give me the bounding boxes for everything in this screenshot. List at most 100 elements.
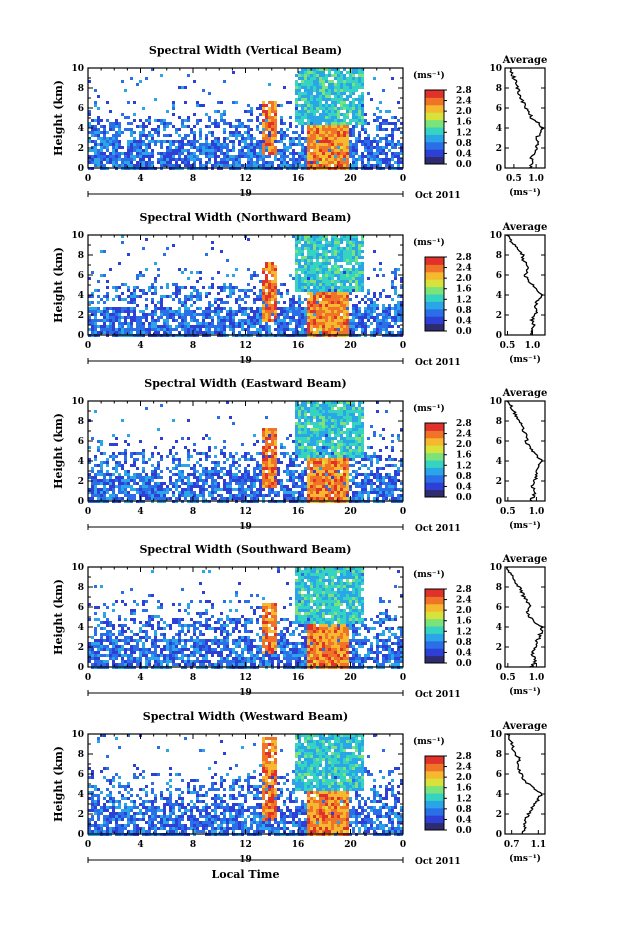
heatmap-cell <box>94 328 97 331</box>
heatmap-cell <box>349 286 352 289</box>
heatmap-cell <box>217 476 220 479</box>
heatmap-cell <box>211 286 214 289</box>
heatmap-cell <box>343 113 346 116</box>
heatmap-cell <box>238 464 241 467</box>
heatmap-cell <box>214 464 217 467</box>
heatmap-cell <box>307 143 310 146</box>
heatmap-cell <box>346 125 349 128</box>
heatmap-cell <box>208 316 211 319</box>
heatmap-cell <box>142 164 145 167</box>
heatmap-cell <box>304 247 307 250</box>
heatmap-cell <box>226 485 229 488</box>
heatmap-cell <box>280 446 283 449</box>
heatmap-cell <box>334 164 337 167</box>
heatmap-cell <box>382 137 385 140</box>
heatmap-cell <box>118 122 121 125</box>
heatmap-cell <box>343 289 346 292</box>
heatmap-cell <box>241 155 244 158</box>
heatmap-cell <box>322 325 325 328</box>
heatmap-cell <box>136 146 139 149</box>
heatmap-cell <box>349 119 352 122</box>
heatmap-cell <box>337 119 340 122</box>
heatmap-cell <box>232 101 235 104</box>
colorbar-swatch <box>425 294 444 302</box>
heatmap-cell <box>280 140 283 143</box>
heatmap-cell <box>127 476 130 479</box>
heatmap-cell <box>199 152 202 155</box>
heatmap-cell <box>133 482 136 485</box>
heatmap-cell <box>217 319 220 322</box>
heatmap-cell <box>334 86 337 89</box>
heatmap-cell <box>181 125 184 128</box>
heatmap-cell <box>103 331 106 334</box>
heatmap-cell <box>364 295 367 298</box>
heatmap-cell <box>352 158 355 161</box>
heatmap-cell <box>298 452 301 455</box>
heatmap-cell <box>103 473 106 476</box>
heatmap-cell <box>322 416 325 419</box>
heatmap-cell <box>280 452 283 455</box>
heatmap-cell <box>292 485 295 488</box>
heatmap-cell <box>187 473 190 476</box>
heatmap-cell <box>313 491 316 494</box>
heatmap-cell <box>184 319 187 322</box>
heatmap-cell <box>358 95 361 98</box>
heatmap-cell <box>295 247 298 250</box>
heatmap-cell <box>340 77 343 80</box>
heatmap-cell <box>325 307 328 310</box>
heatmap-cell <box>289 455 292 458</box>
heatmap-cell <box>235 452 238 455</box>
heatmap-cell <box>91 322 94 325</box>
heatmap-cell <box>298 253 301 256</box>
heatmap-cell <box>262 485 265 488</box>
heatmap-cell <box>310 274 313 277</box>
heatmap-cell <box>148 134 151 137</box>
heatmap-cell <box>352 125 355 128</box>
heatmap-cell <box>268 476 271 479</box>
heatmap-cell <box>133 497 136 500</box>
heatmap-cell <box>118 325 121 328</box>
heatmap-cell <box>277 158 280 161</box>
heatmap-cell <box>325 247 328 250</box>
heatmap-cell <box>316 298 319 301</box>
heatmap-cell <box>247 137 250 140</box>
heatmap-cell <box>133 473 136 476</box>
heatmap-cell <box>172 155 175 158</box>
heatmap-cell <box>103 125 106 128</box>
heatmap-cell <box>349 259 352 262</box>
heatmap-cell <box>355 158 358 161</box>
heatmap-cell <box>322 461 325 464</box>
heatmap-cell <box>325 268 328 271</box>
heatmap-cell <box>304 497 307 500</box>
heatmap-cell <box>124 494 127 497</box>
heatmap-cell <box>316 250 319 253</box>
heatmap-cell <box>343 92 346 95</box>
heatmap-cell <box>337 280 340 283</box>
heatmap-cell <box>355 164 358 167</box>
heatmap-cell <box>295 301 298 304</box>
heatmap-cell <box>271 476 274 479</box>
heatmap-cell <box>346 131 349 134</box>
heatmap-cell <box>316 241 319 244</box>
heatmap-cell <box>364 316 367 319</box>
heatmap-cell <box>361 158 364 161</box>
heatmap-cell <box>346 238 349 241</box>
heatmap-cell <box>262 110 265 113</box>
heatmap-cell <box>121 158 124 161</box>
heatmap-cell <box>307 440 310 443</box>
heatmap-cell <box>100 250 103 253</box>
avg-y-tick-label: 10 <box>489 231 502 241</box>
heatmap-cell <box>358 253 361 256</box>
heatmap-cell <box>262 470 265 473</box>
heatmap-cell <box>229 416 232 419</box>
heatmap-cell <box>361 71 364 74</box>
heatmap-cell <box>313 256 316 259</box>
heatmap-cell <box>301 83 304 86</box>
heatmap-cell <box>259 289 262 292</box>
heatmap-cell <box>346 274 349 277</box>
heatmap-cell <box>310 491 313 494</box>
heatmap-cell <box>142 488 145 491</box>
heatmap-cell <box>190 304 193 307</box>
heatmap-cell <box>394 116 397 119</box>
heatmap-cell <box>211 247 214 250</box>
